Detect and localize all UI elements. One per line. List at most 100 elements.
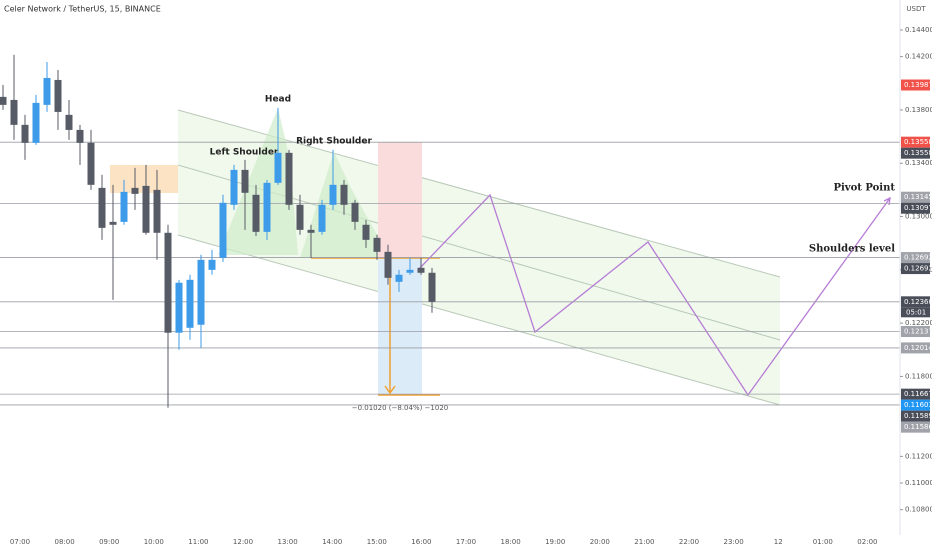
- price-tag-label: 0.13558: [904, 138, 932, 146]
- countdown: 05:01: [906, 308, 926, 316]
- x-tick-label: 14:00: [322, 538, 342, 546]
- channel-line: [177, 234, 781, 406]
- x-tick-label: 21:00: [634, 538, 654, 546]
- candle-body: [329, 184, 337, 205]
- candle-body: [307, 229, 315, 233]
- annotation: Left Shoulder: [210, 148, 279, 158]
- price-tag: [901, 263, 930, 275]
- annotation: Pivot Point: [833, 183, 895, 194]
- price-tag-label: 0.12137: [904, 328, 932, 336]
- chart-title: Celer Network / TetherUS, 15, BINANCE: [4, 5, 161, 14]
- price-tag: [901, 399, 930, 411]
- annotation: Head: [265, 95, 291, 105]
- x-tick-label: 22:00: [679, 538, 699, 546]
- price-tag: [901, 202, 930, 214]
- price-tag-label: 0.13097: [904, 204, 932, 212]
- candle-body: [10, 99, 18, 125]
- candle-body: [120, 191, 128, 222]
- price-tag-label: 0.12692: [904, 254, 932, 262]
- candle-body: [54, 79, 62, 112]
- price-tag: [901, 136, 930, 148]
- candle-body: [384, 251, 392, 278]
- y-tick-label: 0.11000: [905, 479, 932, 487]
- price-tag: [901, 79, 930, 91]
- candle-body: [131, 187, 139, 194]
- currency: USDT: [906, 5, 926, 13]
- price-tag-label: 0.11603: [904, 401, 932, 409]
- price-tag-label: 0.11589: [904, 412, 932, 420]
- x-tick-label: 12: [774, 538, 783, 546]
- candle-body: [175, 282, 183, 333]
- measure-label: −0.01020 (−8.04%) −1020: [352, 404, 449, 412]
- candle-body: [296, 204, 304, 230]
- x-tick-label: 09:00: [99, 538, 119, 546]
- candle-body: [208, 259, 216, 270]
- candle-body: [373, 237, 381, 252]
- price-tag: [901, 421, 930, 433]
- candle-body: [241, 169, 249, 193]
- price-tag: [901, 252, 930, 264]
- candle-body: [76, 129, 84, 143]
- x-tick-label: 18:00: [501, 538, 521, 546]
- annotation: Shoulders level: [809, 244, 895, 255]
- y-tick-label: 0.13000: [905, 213, 932, 221]
- candle-body: [285, 152, 293, 205]
- candle-body: [87, 142, 95, 185]
- candle-body: [98, 187, 106, 228]
- y-tick-label: 0.11200: [905, 452, 932, 460]
- x-tick-label: 16:00: [411, 538, 431, 546]
- price-tag-label: 0.13987: [904, 81, 932, 89]
- price-axis: [900, 0, 932, 550]
- price-tag: [901, 147, 930, 159]
- candle-body: [406, 269, 414, 273]
- price-tag-label: 0.12360: [904, 298, 932, 306]
- candle-body: [153, 189, 161, 233]
- y-tick-label: 0.11800: [905, 372, 932, 380]
- price-tag: [901, 191, 930, 203]
- annotation: Right Shoulder: [296, 137, 372, 147]
- price-tag-label: 0.12014: [904, 344, 932, 352]
- stop-zone: [378, 142, 422, 258]
- x-tick-label: 11:00: [188, 538, 208, 546]
- candle-body: [230, 169, 238, 205]
- x-tick-label: 13:00: [278, 538, 298, 546]
- x-tick-label: 12:00: [233, 538, 253, 546]
- y-tick-label: 0.14400: [905, 26, 932, 34]
- x-tick-label: 08:00: [55, 538, 75, 546]
- price-tag: [901, 326, 930, 338]
- x-tick-label: 17:00: [456, 538, 476, 546]
- x-tick-label: 01:00: [813, 538, 833, 546]
- candle-body: [43, 77, 51, 105]
- x-tick-label: 02:00: [857, 538, 877, 546]
- y-tick-label: 0.12200: [905, 319, 932, 327]
- x-tick-label: 10:00: [144, 538, 164, 546]
- price-tag-label: 0.13145: [904, 193, 932, 201]
- x-tick-label: 20:00: [590, 538, 610, 546]
- y-tick-label: 0.13800: [905, 106, 932, 114]
- x-tick-label: 15:00: [367, 538, 387, 546]
- drawings: [0, 108, 900, 406]
- price-tag: [901, 296, 930, 308]
- candle-body: [109, 221, 117, 225]
- price-tag-label: 0.11586: [904, 423, 932, 431]
- y-tick-label: 0.14200: [905, 53, 932, 61]
- candle-body: [186, 279, 194, 328]
- arrow-head: [384, 385, 396, 395]
- candle-body: [164, 232, 172, 333]
- arrow-head: [883, 196, 891, 206]
- candle-body: [219, 202, 227, 258]
- price-tag-label: 0.11667: [904, 390, 932, 398]
- candle-body: [417, 267, 425, 273]
- candle-body: [428, 272, 436, 302]
- candle-body: [197, 259, 205, 325]
- candle-body: [142, 185, 150, 233]
- projection: [417, 193, 891, 397]
- price-tag-label: 0.13558: [904, 149, 932, 157]
- candle-body: [318, 204, 326, 232]
- price-tag-label: 0.12692: [904, 265, 932, 273]
- price-tag: [901, 410, 930, 422]
- candle-body: [0, 96, 7, 105]
- candle-body: [32, 102, 40, 143]
- candle-body: [362, 224, 370, 240]
